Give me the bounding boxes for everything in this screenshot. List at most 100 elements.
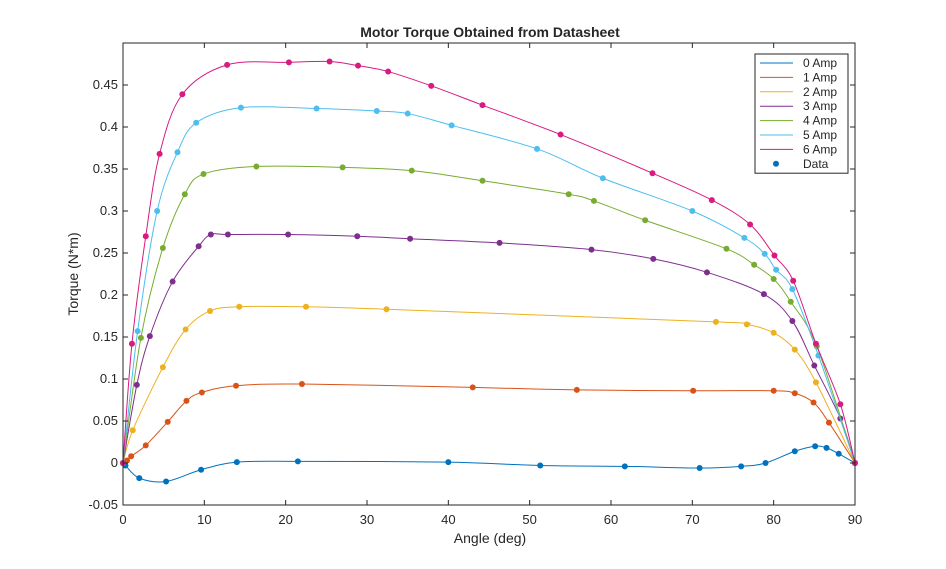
data-point-1-11	[690, 387, 697, 394]
data-point-1-15	[825, 419, 832, 426]
data-point-0-8	[537, 462, 544, 469]
data-point-2-5	[236, 303, 243, 310]
data-point-4-1	[137, 334, 144, 341]
legend-label-1: 1 Amp	[803, 70, 837, 84]
y-tick-label: 0.1	[100, 371, 118, 386]
data-point-4-9	[565, 191, 572, 198]
data-point-1-10	[573, 386, 580, 393]
data-point-3-7	[285, 231, 292, 238]
data-point-4-2	[159, 244, 166, 251]
data-point-3-1	[133, 381, 140, 388]
y-tick-label: 0.25	[93, 245, 118, 260]
data-point-3-8	[354, 233, 361, 240]
data-point-4-11	[642, 217, 649, 224]
data-point-1-14	[810, 399, 817, 406]
data-point-0-15	[823, 444, 830, 451]
data-point-5-6	[313, 105, 320, 112]
data-point-5-4	[193, 119, 200, 126]
data-point-0-4	[198, 466, 205, 473]
y-tick-label: 0.05	[93, 413, 118, 428]
data-point-5-1	[134, 328, 141, 335]
legend-label-6: 6 Amp	[803, 142, 837, 156]
data-point-5-15	[773, 266, 780, 273]
data-point-4-5	[253, 163, 260, 170]
y-tick-label: 0.45	[93, 77, 118, 92]
data-point-2-10	[770, 329, 777, 336]
data-point-2-4	[207, 307, 214, 314]
data-point-6-1	[128, 340, 135, 347]
legend-marker-data	[773, 160, 779, 167]
data-point-4-3	[181, 191, 188, 198]
series-group-6	[120, 58, 858, 466]
data-point-6-18	[812, 340, 819, 347]
series-group-5	[120, 104, 858, 466]
x-tick-label: 0	[119, 512, 126, 527]
data-point-4-8	[479, 177, 486, 184]
data-point-5-5	[237, 104, 244, 111]
data-point-3-6	[224, 231, 231, 238]
data-point-4-13	[751, 261, 758, 268]
legend-label-4: 4 Amp	[803, 114, 837, 128]
data-point-0-5	[233, 459, 240, 466]
data-point-0-9	[621, 463, 628, 470]
data-point-0-6	[294, 458, 301, 465]
data-point-2-12	[812, 379, 819, 386]
data-point-5-7	[373, 108, 380, 115]
data-point-0-12	[762, 460, 769, 466]
data-point-2-2	[159, 364, 166, 371]
data-point-4-10	[590, 197, 597, 204]
data-point-0-2	[136, 475, 143, 482]
data-point-3-13	[703, 269, 710, 276]
x-tick-label: 60	[604, 512, 618, 527]
data-point-3-3	[169, 278, 176, 285]
data-point-1-7	[233, 382, 240, 389]
data-point-0-14	[812, 443, 819, 450]
data-point-6-10	[428, 82, 435, 89]
y-tick-label: 0.2	[100, 287, 118, 302]
data-point-6-4	[179, 91, 186, 98]
data-point-3-12	[650, 255, 657, 262]
data-point-5-8	[404, 110, 411, 117]
data-point-6-19	[837, 401, 844, 408]
data-point-3-16	[811, 362, 818, 369]
y-tick-label: 0	[111, 455, 118, 470]
data-point-6-16	[771, 252, 778, 259]
data-point-2-3	[182, 326, 189, 333]
data-point-6-15	[747, 221, 754, 228]
data-point-1-9	[469, 384, 476, 391]
data-point-4-12	[723, 245, 730, 252]
data-point-2-1	[129, 427, 136, 434]
data-point-4-6	[339, 164, 346, 171]
data-point-6-14	[708, 197, 715, 204]
data-point-2-11	[791, 346, 798, 353]
data-point-6-7	[326, 58, 333, 65]
data-point-0-3	[163, 478, 170, 485]
data-point-6-17	[790, 277, 797, 284]
data-point-0-11	[738, 463, 745, 470]
data-point-2-7	[383, 306, 390, 313]
data-point-5-2	[154, 208, 161, 214]
data-point-3-4	[195, 243, 202, 250]
data-point-3-10	[496, 239, 503, 246]
data-point-2-9	[743, 321, 750, 328]
data-point-1-6	[198, 389, 205, 396]
data-point-1-4	[164, 418, 171, 425]
data-point-0-16	[835, 450, 842, 457]
data-point-6-8	[355, 62, 362, 69]
data-point-3-9	[407, 235, 414, 242]
data-point-0-10	[696, 465, 703, 472]
data-point-5-10	[533, 145, 540, 152]
data-point-4-4	[200, 171, 207, 178]
data-point-3-11	[588, 246, 595, 253]
legend-label-0: 0 Amp	[803, 56, 837, 70]
data-point-0-7	[445, 459, 452, 466]
y-axis-title: Torque (N*m)	[65, 232, 81, 315]
data-point-4-7	[408, 167, 415, 174]
series-line-4	[122, 165, 856, 464]
data-point-5-16	[789, 286, 796, 293]
data-point-3-5	[207, 231, 214, 238]
plot-frame	[122, 42, 856, 506]
y-tick-label: -0.05	[88, 497, 118, 512]
data-point-5-13	[741, 234, 748, 241]
